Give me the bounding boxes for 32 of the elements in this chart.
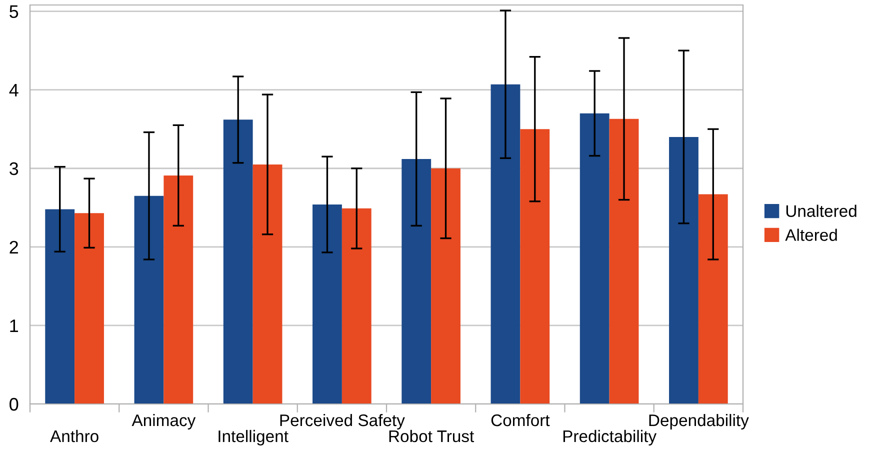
x-tick-label: Predictability (563, 430, 657, 446)
y-tick-label: 3 (10, 162, 18, 176)
bar (609, 118, 639, 404)
x-tick-label: Dependability (649, 414, 749, 430)
x-tick-label: Animacy (132, 414, 196, 430)
y-tick-label: 5 (10, 5, 18, 18)
bar (580, 113, 610, 404)
bar (342, 208, 372, 404)
bar (74, 213, 104, 404)
x-tick-label: Comfort (491, 414, 550, 426)
bar (312, 204, 342, 404)
x-tick-label: Anthro (50, 430, 98, 442)
y-tick-label: 0 (10, 398, 18, 411)
bar (223, 120, 253, 404)
x-tick-label: Intelligent (218, 430, 288, 446)
bar (45, 209, 75, 404)
bar (134, 196, 164, 404)
bar (431, 168, 460, 404)
bar (402, 158, 432, 404)
bar (669, 136, 698, 404)
legend-label: Altered (785, 228, 837, 241)
bar (252, 164, 282, 404)
bar (490, 84, 520, 404)
bar (520, 129, 550, 404)
y-tick-label: 2 (10, 240, 18, 254)
x-tick-label: Perceived Safety (280, 414, 405, 430)
y-tick-label: 4 (9, 84, 18, 96)
bar (698, 194, 728, 404)
y-tick-label: 1 (10, 320, 18, 332)
bar (164, 175, 194, 404)
legend-label: Unaltered (786, 204, 856, 217)
x-tick-label: Robot Trust (389, 430, 474, 442)
